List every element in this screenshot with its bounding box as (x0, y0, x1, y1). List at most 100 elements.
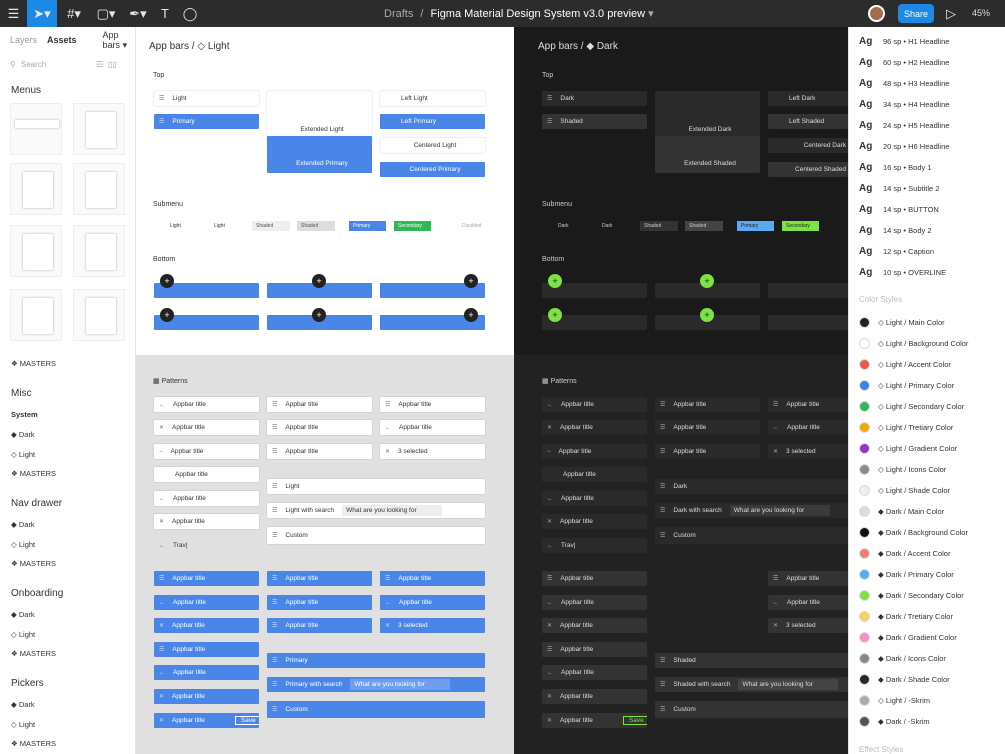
color-style-item[interactable]: ◇ Light / Secondary Color (859, 401, 964, 412)
masters-item[interactable]: ❖ MASTERS (11, 359, 57, 368)
color-style-item[interactable]: ◇ Light / Icons Color (859, 464, 946, 475)
text-style-item[interactable]: Ag 34 sp • H4 Headline (859, 99, 949, 110)
patterns-light-frame[interactable]: ▦ Patterns ← Appbar title ✕ Appbar title −… (136, 355, 514, 754)
misc-light[interactable]: ◇ Light (11, 450, 36, 459)
appbar[interactable]: ✕ Appbar title (542, 618, 647, 633)
appbar[interactable]: ← Appbar title (154, 491, 259, 506)
appbar-search-active[interactable]: ← Trav| (542, 538, 647, 553)
appbar[interactable]: ✕ 3 selected (380, 618, 485, 633)
appbar[interactable]: ☰ Custom (655, 527, 848, 544)
color-style-item[interactable]: ◆ Dark / Gradient Color (859, 632, 957, 643)
appbar[interactable]: ☰ Custom (267, 527, 485, 544)
appbar[interactable]: ☰ Appbar title (154, 642, 259, 657)
appbar-search-active[interactable]: ← Trav| (154, 538, 259, 553)
color-style-item[interactable]: ◆ Dark / Background Color (859, 527, 968, 538)
text-style-item[interactable]: Ag 96 sp • H1 Headline (859, 36, 949, 47)
chevron-down-icon[interactable]: ▾ (648, 8, 654, 20)
misc-system[interactable]: System (11, 410, 38, 419)
submenu-chip[interactable]: Primary (349, 221, 386, 231)
appbar[interactable]: ✕ 3 selected (768, 444, 848, 459)
pen-tool-icon[interactable]: ✒▾ (129, 5, 147, 21)
bottom-appbar[interactable] (655, 283, 760, 298)
appbar[interactable]: ☰ Appbar title (655, 397, 760, 412)
appbar[interactable]: Left Dark (768, 91, 848, 106)
appbar[interactable]: ☰ Appbar title (655, 444, 760, 459)
submenu-chip[interactable]: Dark (602, 223, 613, 229)
fab-add-icon[interactable]: + (312, 274, 326, 288)
onboarding-light[interactable]: ◇ Light (11, 630, 36, 639)
canvas[interactable]: App bars / ◇ Light Top ☰ Light ☰ Primary E… (136, 27, 848, 754)
text-style-item[interactable]: Ag 20 sp • H6 Headline (859, 141, 949, 152)
appbar[interactable]: ✕ Appbar title (542, 689, 647, 704)
appbar[interactable]: ☰ Appbar title (267, 420, 372, 435)
appbar[interactable]: ☰ Custom (267, 701, 485, 718)
appbar-extended[interactable]: Extended Shaded (655, 136, 760, 173)
tab-assets[interactable]: Assets (47, 35, 77, 45)
appbar[interactable]: − Appbar title (542, 444, 647, 459)
bottom-appbar[interactable] (267, 315, 372, 330)
bottom-appbar[interactable] (542, 315, 647, 330)
appbar[interactable]: ✕ 3 selected (380, 444, 485, 459)
bottom-appbar[interactable] (542, 283, 647, 298)
appbar[interactable]: Appbar title (154, 467, 259, 482)
appbar[interactable]: ✕ Appbar title Save (542, 713, 647, 728)
color-style-item[interactable]: ◆ Dark / Accent Color (859, 548, 950, 559)
misc-dark[interactable]: ◆ Dark (11, 430, 35, 439)
appbar[interactable]: ← Appbar title (542, 397, 647, 412)
appbar[interactable]: Centered Light (380, 138, 485, 153)
appbar[interactable]: ← Appbar title (542, 665, 647, 680)
appbar[interactable]: ☰ Light with search What are you looking f… (267, 503, 485, 518)
appbar[interactable]: Appbar title (542, 467, 647, 482)
component-thumb[interactable] (73, 225, 125, 277)
fab-add-icon[interactable]: + (700, 308, 714, 322)
frame-title[interactable]: App bars / ◇ Light (149, 41, 230, 52)
appbar[interactable]: ← Appbar title (154, 397, 259, 412)
fab-add-icon[interactable]: + (548, 308, 562, 322)
text-style-item[interactable]: Ag 24 sp • H5 Headline (859, 120, 949, 131)
appbar[interactable]: ☰ Appbar title (542, 571, 647, 586)
component-thumb[interactable] (10, 163, 62, 215)
light-frame[interactable]: App bars / ◇ Light Top ☰ Light ☰ Primary E… (136, 27, 514, 355)
submenu-chip[interactable]: Shaded (640, 221, 678, 231)
appbar-extended[interactable]: Extended Light (267, 91, 372, 141)
appbar[interactable]: ☰ Appbar title (154, 571, 259, 586)
dark-frame[interactable]: App bars / ◆ Dark Top ☰ Dark ☰ Shaded Exte… (514, 27, 848, 355)
appbar[interactable]: Centered Primary (380, 162, 485, 177)
color-style-item[interactable]: ◇ Light / Shade Color (859, 485, 950, 496)
appbar[interactable]: ☰ Dark with search What are you looking fo… (655, 503, 848, 518)
appbar[interactable]: Left Shaded (768, 114, 848, 129)
submenu-chip[interactable]: Disabled (462, 223, 482, 229)
appbar[interactable]: ← Appbar title (380, 420, 485, 435)
submenu-chip[interactable]: Shaded (685, 221, 723, 231)
submenu-chip[interactable]: Shaded (252, 221, 290, 231)
document-title[interactable]: Drafts / Figma Material Design System v3… (384, 7, 654, 20)
appbar[interactable]: ← Appbar title (380, 595, 485, 610)
search-input[interactable]: Search (20, 59, 47, 69)
fab-add-icon[interactable]: + (464, 308, 478, 322)
appbar[interactable]: ✕ Appbar title (154, 618, 259, 633)
text-style-item[interactable]: Ag 14 sp • Body 2 (859, 225, 932, 236)
appbar[interactable]: Left Primary (380, 114, 485, 129)
avatar[interactable] (868, 5, 885, 22)
appbar[interactable]: ☰ Appbar title (267, 618, 372, 633)
appbar[interactable]: ☰ Appbar title (267, 397, 372, 412)
search-input[interactable]: What are you looking for (350, 679, 451, 690)
submenu-chip[interactable]: Light (214, 223, 225, 229)
file-name[interactable]: Figma Material Design System v3.0 previe… (430, 8, 646, 20)
appbar[interactable]: ← Appbar title (542, 491, 647, 506)
appbar[interactable]: ☰ Appbar title (655, 420, 760, 435)
appbar[interactable]: ← Appbar title (154, 595, 259, 610)
appbar[interactable]: ← Appbar title (542, 595, 647, 610)
submenu-chip[interactable]: Secondary (394, 221, 431, 231)
frame-tool-icon[interactable]: #▾ (67, 5, 81, 21)
submenu-chip[interactable]: Primary (737, 221, 774, 231)
nav-masters[interactable]: ❖ MASTERS (11, 559, 57, 568)
shape-tool-icon[interactable]: ▢▾ (96, 5, 116, 21)
appbar[interactable]: ✕ Appbar title (542, 420, 647, 435)
color-style-item[interactable]: ◆ Dark / Shade Color (859, 674, 950, 685)
color-style-item[interactable]: ◇ Light / Background Color (859, 338, 968, 349)
section-onboarding[interactable]: Onboarding (11, 588, 64, 599)
appbar[interactable]: ☰ Appbar title (768, 397, 848, 412)
text-style-item[interactable]: Ag 12 sp • Caption (859, 246, 934, 257)
bottom-appbar[interactable] (655, 315, 760, 330)
